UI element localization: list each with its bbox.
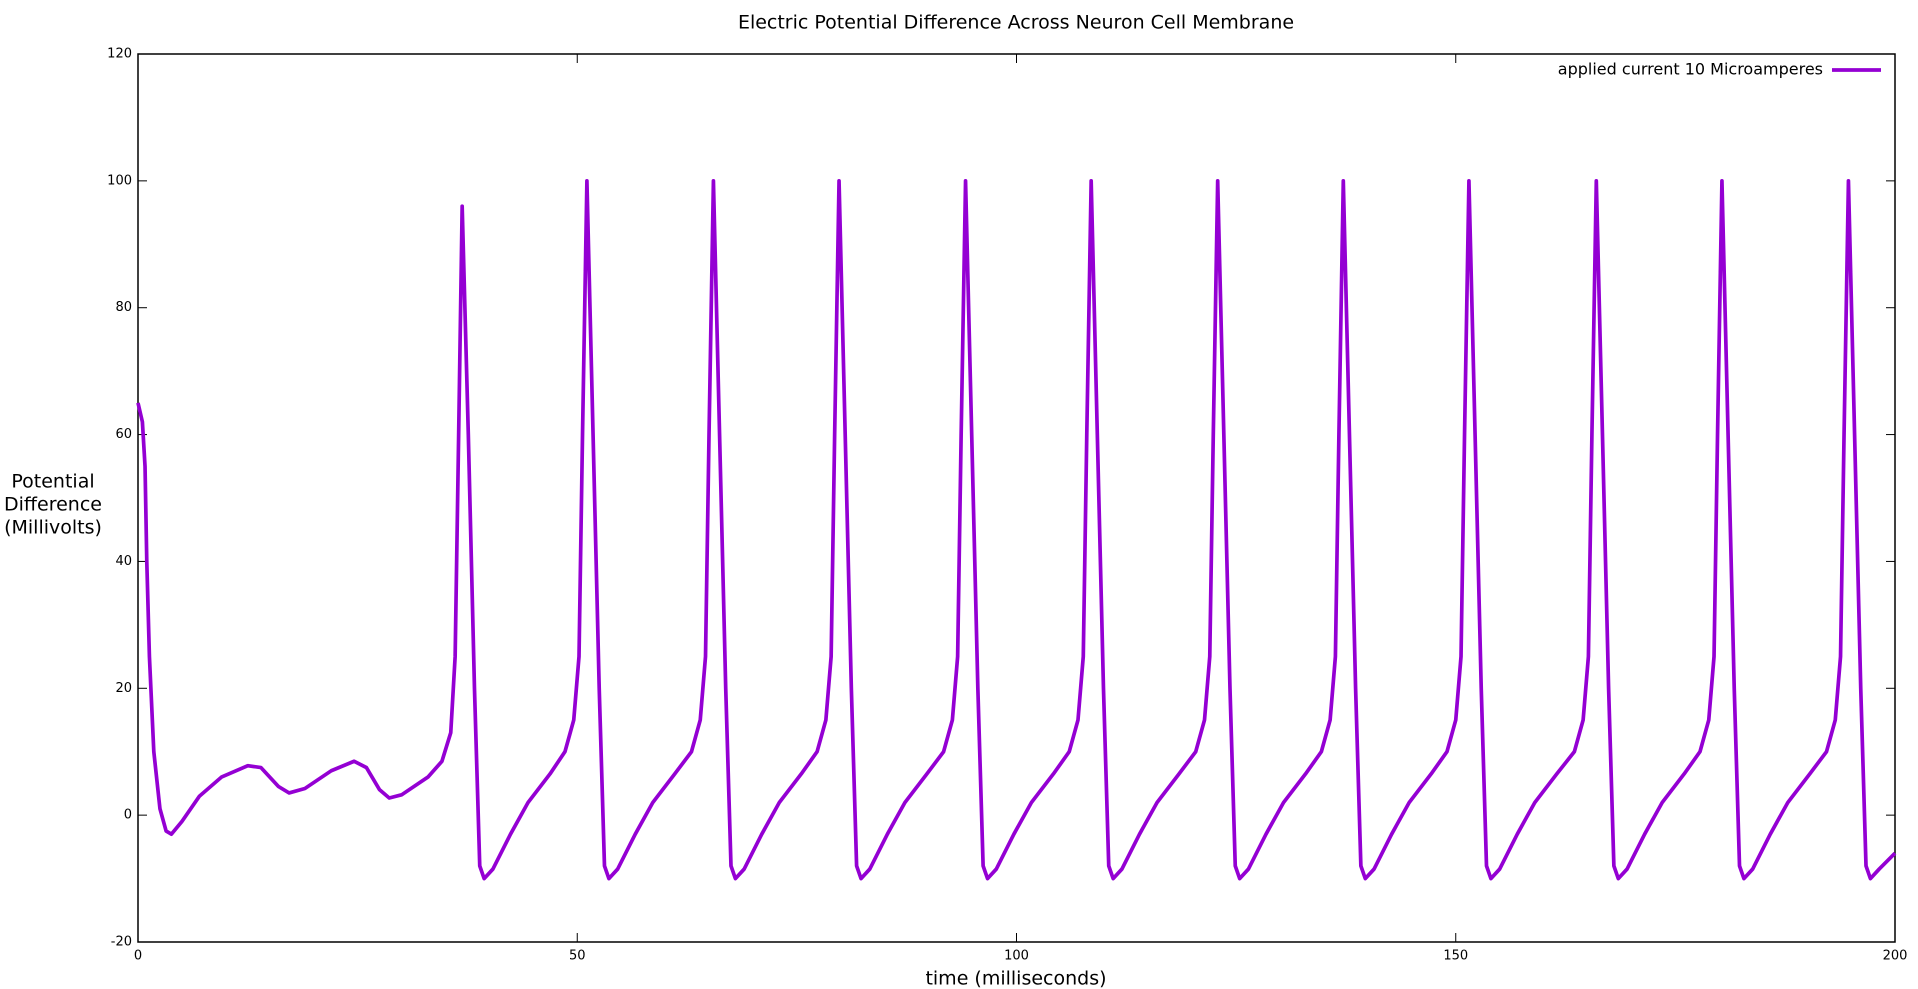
chart-title: Electric Potential Difference Across Neu… — [738, 12, 1294, 34]
y-tick-label: 120 — [107, 47, 132, 62]
y-tick-label: 0 — [124, 808, 132, 823]
x-tick-label: 100 — [1004, 949, 1029, 964]
y-tick-label: 60 — [115, 427, 132, 442]
x-tick-label: 0 — [134, 949, 142, 964]
x-tick-label: 150 — [1443, 949, 1468, 964]
y-tick-label: -20 — [111, 935, 132, 950]
y-tick-label: 100 — [107, 173, 132, 188]
x-axis-label: time (milliseconds) — [925, 968, 1106, 989]
y-tick-label: 80 — [115, 300, 132, 315]
y-axis-label: Difference — [4, 494, 102, 516]
legend-label: applied current 10 Microamperes — [1558, 60, 1823, 79]
y-tick-label: 40 — [115, 554, 132, 569]
x-tick-label: 200 — [1883, 949, 1908, 964]
y-tick-label: 20 — [115, 681, 132, 696]
y-axis-label: Potential — [11, 471, 94, 493]
plot-frame — [137, 53, 1896, 943]
data-line — [136, 179, 1897, 881]
y-axis-label: (Millivolts) — [4, 517, 102, 539]
x-tick-label: 50 — [569, 949, 586, 964]
